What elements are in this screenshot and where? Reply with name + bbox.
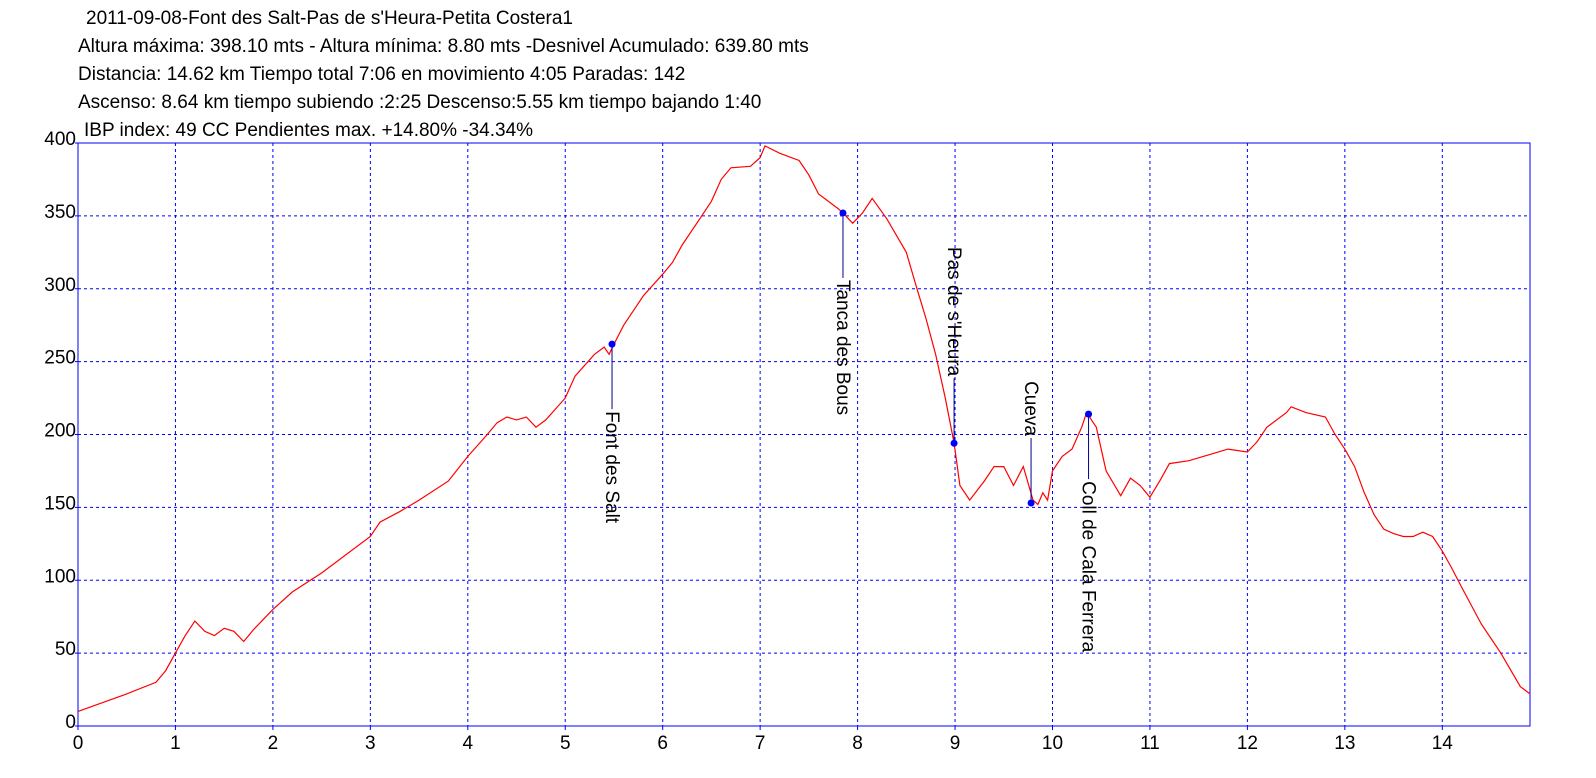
x-tick-label: 13: [1334, 733, 1355, 754]
x-tick-label: 6: [657, 733, 668, 754]
waypoint: [608, 340, 616, 348]
waypoint: [839, 209, 847, 217]
x-tick-label: 10: [1042, 733, 1063, 754]
x-tick-label: 14: [1432, 733, 1454, 754]
x-tick-label: 3: [365, 733, 376, 754]
elevation-line: [77, 145, 1531, 712]
x-tick-label: 5: [560, 733, 571, 754]
x-tick-label: 0: [73, 733, 84, 754]
y-tick-label: 250: [44, 348, 76, 369]
subtitle: IBP index: 49 CC Pendientes max. +14.80%…: [84, 120, 533, 141]
annotation-label: Coll de Cala Ferrera: [1078, 481, 1099, 652]
y-tick-label: 200: [44, 421, 76, 442]
waypoint: [1027, 499, 1035, 507]
annotation-label: Font des Salt: [601, 411, 622, 524]
x-tick-label: 1: [170, 733, 181, 754]
waypoint: [1085, 410, 1093, 418]
annotation-label: Tanca des Bous: [832, 280, 853, 415]
subtitle: Ascenso: 8.64 km tiempo subiendo :2:25 D…: [78, 92, 761, 113]
y-tick-label: 100: [44, 566, 76, 587]
plot-frame: [77, 142, 1531, 727]
waypoint: [950, 439, 958, 447]
y-tick-label: 50: [55, 639, 76, 660]
x-tick-label: 4: [463, 733, 474, 754]
subtitle: Distancia: 14.62 km Tiempo total 7:06 en…: [78, 64, 685, 85]
x-tick-label: 12: [1237, 733, 1258, 754]
y-tick-label: 150: [44, 493, 76, 514]
subtitle: Altura máxima: 398.10 mts - Altura mínim…: [78, 36, 809, 57]
y-tick-label: 300: [44, 275, 76, 296]
x-tick-label: 11: [1140, 733, 1160, 754]
chart-title: 2011-09-08-Font des Salt-Pas de s'Heura-…: [86, 8, 573, 29]
x-tick-label: 2: [268, 733, 279, 754]
x-tick-label: 8: [852, 733, 863, 754]
y-tick-label: 0: [65, 712, 76, 733]
annotation-label: Cueva: [1020, 381, 1041, 436]
y-tick-label: 350: [44, 202, 76, 223]
y-tick-label: 400: [44, 129, 76, 150]
annotation-label: Pas de s'Heura: [943, 247, 964, 377]
x-tick-label: 9: [950, 733, 961, 754]
x-tick-label: 7: [755, 733, 766, 754]
